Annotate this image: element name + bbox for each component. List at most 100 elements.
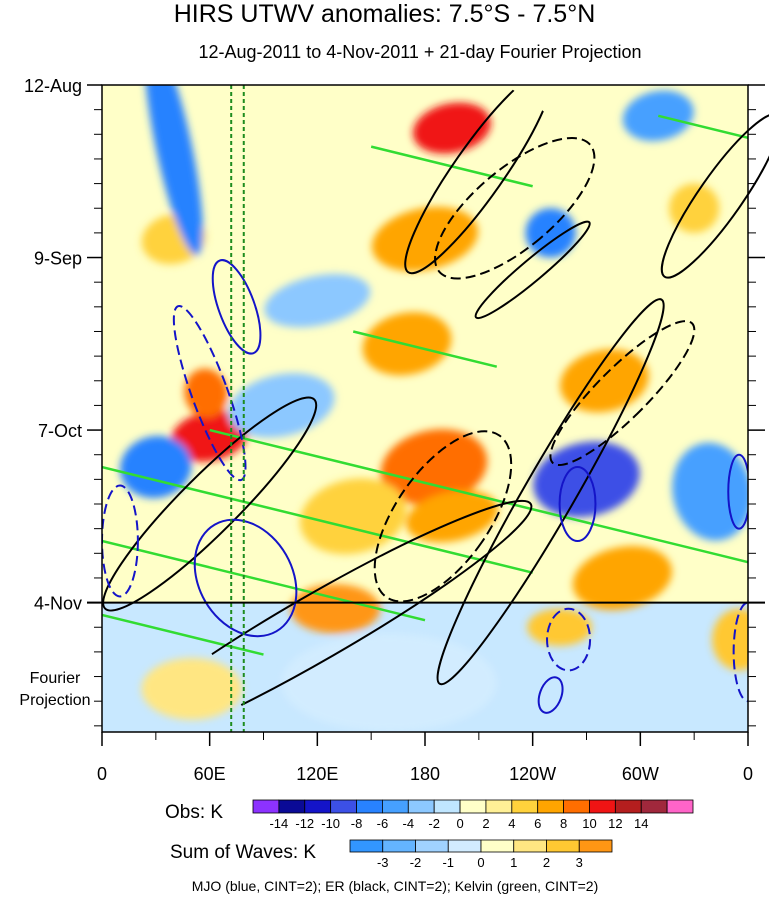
obs-colorbar-box (459, 799, 487, 814)
field-blob-22 (141, 658, 242, 720)
chart-title: HIRS UTWV anomalies: 7.5°S - 7.5°N (173, 0, 596, 28)
waves-colorbar-tick-label: 0 (477, 855, 484, 870)
obs-colorbar-tick-label: 4 (508, 816, 515, 831)
x-tick-label: 120W (509, 764, 556, 784)
legend-footnote: MJO (blue, CINT=2); ER (black, CINT=2); … (191, 878, 599, 894)
x-tick-label: 120E (296, 764, 338, 784)
field-blob-18 (525, 208, 576, 258)
waves-colorbar-tick-label: 1 (510, 855, 517, 870)
field-blob-19 (264, 274, 371, 328)
waves-colorbar-tick-label: -3 (377, 855, 389, 870)
y-tick-label: 7-Oct (38, 421, 82, 441)
obs-colorbar-box (589, 799, 616, 814)
waves-colorbar-box (513, 839, 547, 853)
obs-colorbar-tick-label: 0 (456, 816, 463, 831)
mjo-contour-3 (102, 484, 139, 598)
waves-colorbar-box (480, 839, 515, 853)
field-blob-14 (120, 435, 192, 499)
waves-colorbar-label: Sum of Waves: K (170, 842, 317, 863)
obs-colorbar-box (614, 799, 642, 814)
obs-colorbar-box (640, 799, 668, 814)
field-blob-24 (712, 608, 748, 671)
obs-colorbar-tick-label: 14 (634, 816, 648, 831)
waves-colorbar-tick-label: 3 (576, 855, 583, 870)
y-tick-label: 12-Aug (24, 76, 82, 96)
obs-colorbar-box (304, 799, 332, 814)
x-tick-label: 0 (743, 764, 753, 784)
er-contour-4 (436, 298, 665, 686)
field-blob-16 (672, 442, 748, 541)
mjo-contour-2 (193, 518, 298, 638)
obs-colorbar-tick-label: -4 (403, 816, 415, 831)
field-blob-20 (228, 373, 335, 438)
kelvin-contour-4 (102, 539, 426, 622)
obs-colorbar-tick-label: -6 (377, 816, 389, 831)
kelvin-contour-1 (352, 330, 498, 368)
x-tick-label: 180 (410, 764, 440, 784)
obs-colorbar-tick-label: 12 (608, 816, 622, 831)
y-tick-label: 9-Sep (34, 249, 82, 269)
obs-colorbar-box (252, 799, 280, 814)
mjo-contour-5 (546, 607, 592, 672)
waves-colorbar-tick-label: 2 (543, 855, 550, 870)
waves-colorbar-box (447, 839, 482, 853)
kelvin-contour-5 (657, 114, 748, 140)
er-contour-6 (118, 499, 533, 755)
er-contour-2 (660, 113, 769, 279)
waves-colorbar-tick-label: -2 (410, 855, 422, 870)
waves-colorbar-box (415, 839, 449, 853)
field-blob-8 (572, 546, 672, 610)
obs-colorbar-box (666, 799, 694, 814)
kelvin-contour-6 (102, 613, 264, 656)
mjo-contour-0 (211, 259, 262, 355)
field-blob-5 (170, 410, 249, 462)
mjo-contour-1 (172, 305, 247, 482)
x-tick-label: 0 (97, 764, 107, 784)
er-contour-5 (102, 396, 318, 612)
waves-colorbar-box (349, 839, 384, 853)
field-blob-4 (405, 490, 498, 543)
obs-colorbar-label: Obs: K (165, 802, 224, 823)
field-blobs (120, 85, 748, 732)
field-blob-7 (560, 349, 649, 413)
obs-colorbar-box (537, 799, 564, 814)
obs-colorbar-box (356, 799, 383, 814)
mjo-contour-4 (558, 466, 597, 542)
er-contour-3 (373, 430, 513, 603)
obs-colorbar-tick-label: 8 (560, 816, 567, 831)
field-blob-13 (144, 85, 203, 256)
mjo-contour-6 (537, 676, 564, 714)
waves-colorbar-box (546, 839, 580, 853)
obs-colorbar-tick-label: -14 (269, 816, 288, 831)
er-contour-8 (474, 220, 591, 320)
er-contour-7 (549, 320, 696, 467)
obs-colorbar-box (433, 799, 461, 814)
mjo-contour-7 (727, 453, 748, 530)
waves-colorbar-tick-label: -1 (442, 855, 454, 870)
waves-colorbar-box (578, 839, 613, 853)
fourier-projection-label: Fourier Projection (19, 670, 91, 709)
obs-colorbar-tick-label: -10 (321, 816, 340, 831)
obs-colorbar-tick-label: 6 (534, 816, 541, 831)
obs-colorbar-tick-label: -2 (428, 816, 440, 831)
field-layer (102, 85, 748, 732)
obs-colorbar-box (407, 799, 435, 814)
obs-colorbar-box (278, 799, 306, 814)
kelvin-contour-2 (209, 428, 748, 564)
waves-colorbar-box (382, 839, 416, 853)
obs-colorbar-tick-label: 10 (582, 816, 596, 831)
obs-colorbar-tick-label: -12 (295, 816, 314, 831)
obs-colorbar-box (511, 799, 539, 814)
x-tick-label: 60E (194, 764, 226, 784)
chart-subtitle: 12-Aug-2011 to 4-Nov-2011 + 21-day Fouri… (198, 42, 642, 62)
y-tick-label: 4-Nov (34, 594, 82, 614)
field-blob-12 (290, 584, 381, 634)
mjo-contour-8 (732, 601, 748, 703)
kelvin-contour-3 (102, 465, 533, 574)
obs-colorbar-box (485, 799, 513, 814)
field-blob-21 (281, 633, 497, 732)
field-blob-3 (380, 429, 488, 505)
field-blob-0 (412, 102, 491, 154)
obs-colorbar-tick-label: -8 (351, 816, 363, 831)
